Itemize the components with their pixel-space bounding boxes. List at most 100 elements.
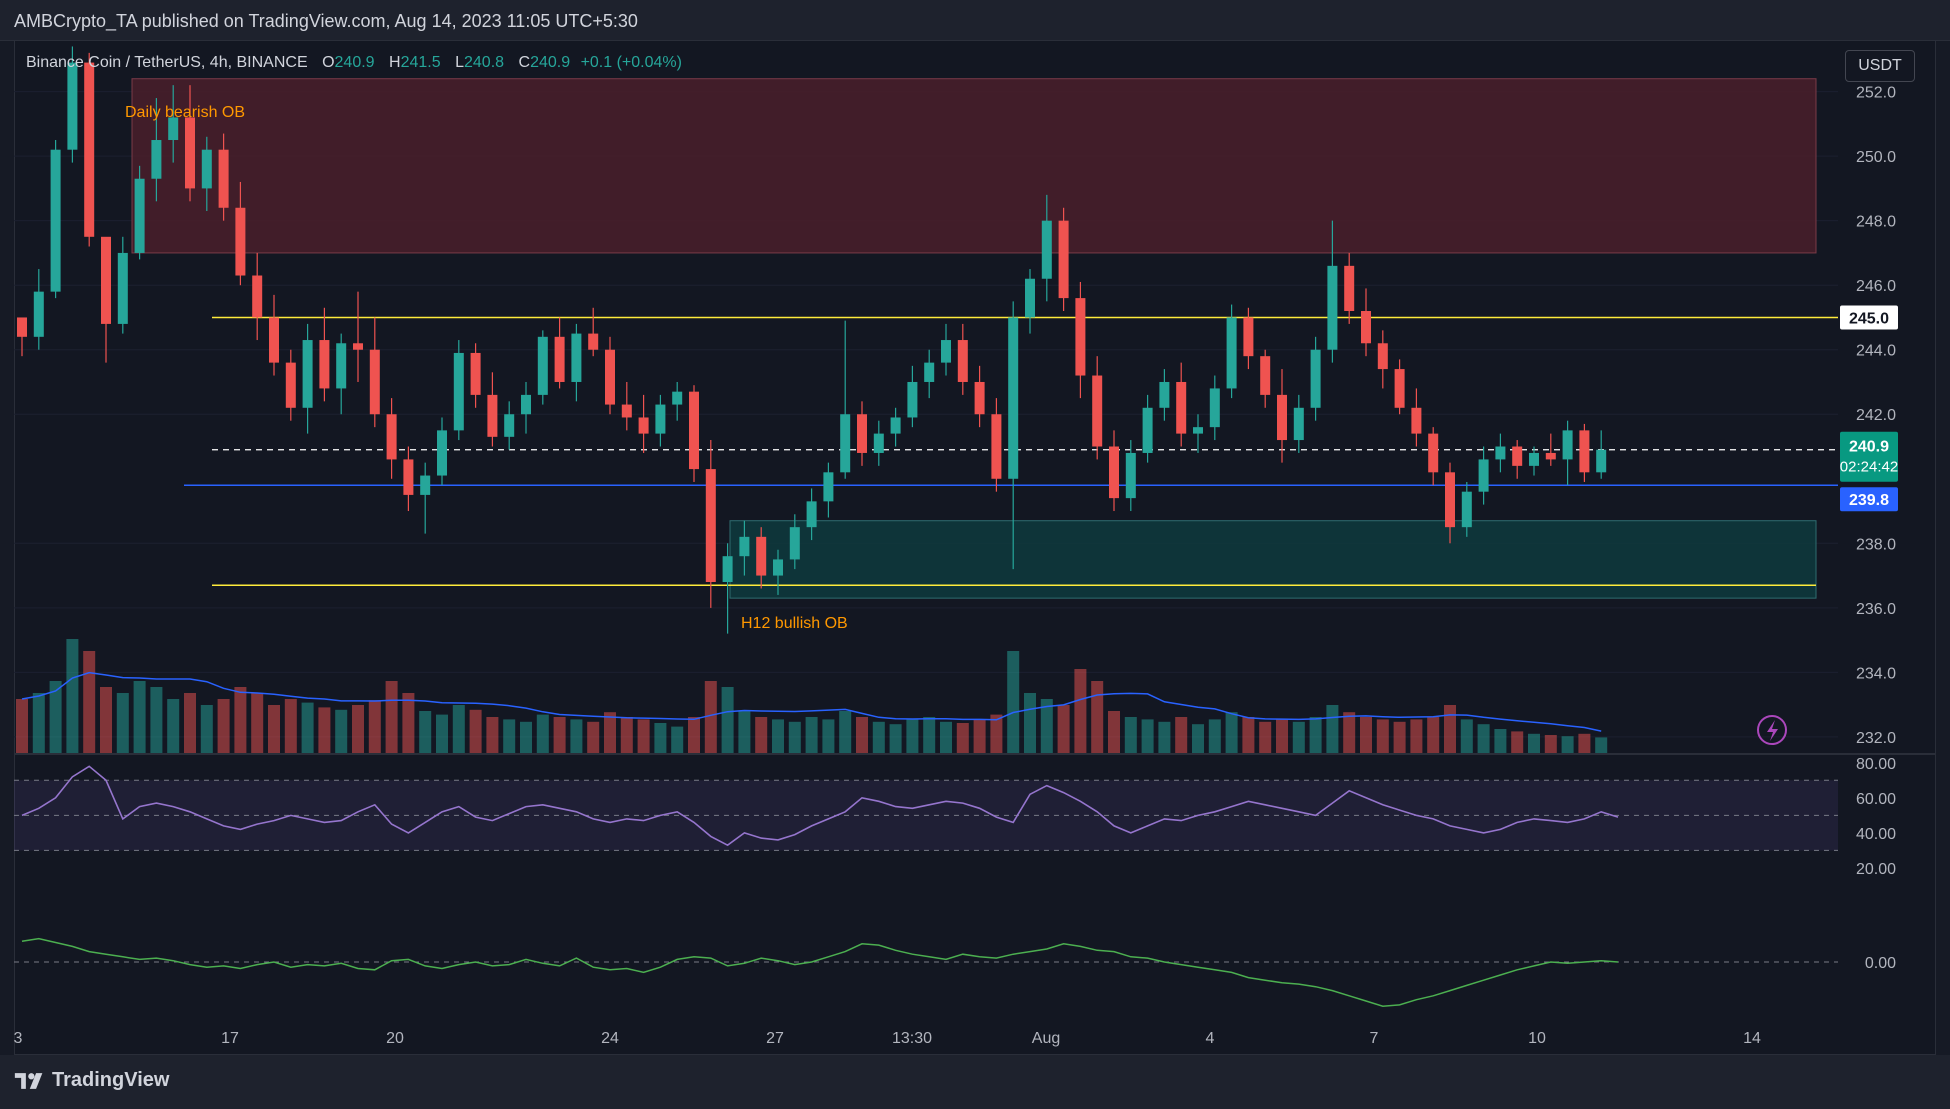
volume-bar [856, 717, 868, 753]
support-price-label-bg [1840, 487, 1898, 512]
candle-body [369, 349, 380, 415]
currency-button[interactable]: USDT [1845, 50, 1915, 82]
candle-body [521, 394, 531, 415]
candle-body [655, 404, 666, 434]
candle-body [67, 62, 78, 150]
volume-bar [604, 712, 616, 753]
lightning-icon-bolt [1767, 720, 1778, 741]
candle-body [1512, 446, 1523, 466]
candle-body [554, 336, 565, 382]
volume-bar [805, 717, 818, 753]
candle-body [50, 149, 61, 292]
tradingview-logo-icon [14, 1072, 43, 1089]
candle-body [1243, 317, 1254, 357]
volume-bar [688, 717, 700, 753]
volume-ma-line [21, 671, 1602, 732]
volume-bar [116, 693, 129, 753]
volume-bar [1158, 721, 1171, 753]
volume-bar [1444, 705, 1456, 753]
price-axis-tick: 234.0 [1856, 665, 1896, 682]
candle-body [991, 414, 1002, 479]
candle-body [1142, 407, 1153, 453]
volume-bar [66, 639, 79, 753]
volume-bar [1544, 735, 1557, 753]
volume-bar [1410, 719, 1423, 753]
price-axis-tick: 250.0 [1856, 149, 1896, 166]
volume-bar [32, 693, 45, 753]
volume-bar [1393, 721, 1406, 753]
volume-bar [788, 721, 801, 753]
tradingview-brand[interactable]: TradingView [14, 1069, 169, 1092]
time-axis-tick: 27 [766, 1030, 784, 1047]
high-value: 241.5 [400, 54, 441, 71]
volume-bar [1578, 733, 1591, 753]
candle-body [1445, 472, 1455, 528]
rsi-axis-tick: 40.00 [1856, 826, 1896, 843]
volume-bar [1024, 693, 1036, 753]
time-axis-tick: 17 [221, 1030, 239, 1047]
volume-bar [1477, 724, 1490, 753]
candle-body [621, 404, 632, 418]
candle-body [773, 559, 783, 576]
volume-bar [570, 719, 583, 753]
candle-body [571, 333, 582, 382]
volume-bar [335, 709, 348, 753]
volume-bar [872, 721, 885, 753]
candle-body [1411, 407, 1422, 434]
candle-body [823, 472, 834, 502]
candle-body [722, 556, 733, 583]
candle-body [453, 352, 464, 431]
volume-bar [268, 705, 280, 753]
volume-bar [1091, 681, 1104, 753]
candle-body [1310, 349, 1321, 408]
time-axis-tick: Aug [1032, 1030, 1060, 1047]
time-axis-tick: 13:30 [892, 1030, 932, 1047]
candle-body [1361, 311, 1371, 344]
volume-bar [738, 711, 751, 753]
candle-body [1495, 446, 1506, 460]
candle-body [689, 391, 699, 470]
candle-body [17, 317, 27, 337]
volume-bar [1124, 717, 1137, 753]
candle-body [403, 459, 414, 495]
time-axis-tick: 14 [1743, 1030, 1761, 1047]
candle-body [218, 149, 229, 208]
volume-bar [1460, 719, 1473, 753]
open-value: 240.9 [334, 54, 375, 71]
volume-bar [1292, 721, 1305, 753]
candle-body [1529, 452, 1539, 466]
volume-bar [755, 717, 768, 753]
volume-bar [973, 719, 986, 753]
volume-bar [200, 705, 213, 753]
symbol-legend: Binance Coin / TetherUS, 4h, BINANCE O24… [26, 54, 682, 72]
candle-body [1579, 430, 1590, 473]
last-price-tag-bg [1840, 431, 1898, 482]
candle-body [605, 349, 615, 405]
volume-bar [1208, 719, 1221, 753]
volume-bar [704, 681, 717, 753]
price-axis-tick: 232.0 [1856, 730, 1896, 747]
oscillator-line [21, 937, 1619, 1007]
volume-bar [83, 651, 96, 753]
volume-bar [1259, 721, 1272, 753]
volume-bar [301, 702, 314, 753]
resistance-price-label-bg [1840, 305, 1898, 330]
resistance-price-label: 245.0 [1849, 310, 1889, 327]
volume-bar [1528, 733, 1540, 753]
close-value: 240.9 [530, 54, 571, 71]
volume-bar [368, 700, 381, 753]
volume-bar [654, 723, 667, 753]
candle-body [974, 381, 985, 415]
volume-bar [906, 719, 919, 753]
volume-bar [503, 719, 516, 753]
volume-bar [1360, 717, 1372, 753]
candle-body [873, 433, 884, 453]
volume-bar [940, 721, 952, 753]
volume-bar [1007, 651, 1020, 753]
volume-bar [1376, 719, 1389, 753]
price-change: +0.1 (+0.04%) [580, 54, 682, 71]
support-price-label: 239.8 [1849, 492, 1889, 509]
volume-bar [1494, 729, 1507, 753]
candle-body [1125, 452, 1136, 499]
